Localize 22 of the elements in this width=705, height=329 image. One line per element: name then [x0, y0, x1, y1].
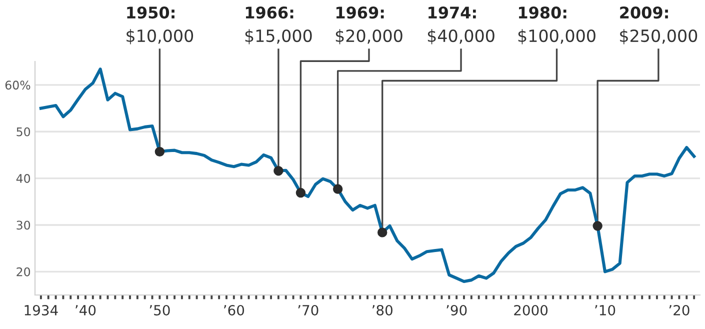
y-tick-label: 20 — [16, 267, 30, 276]
x-tick-label: ’20 — [669, 304, 690, 316]
x-tick-label: 2000 — [514, 304, 548, 316]
annotation: 1966: $15,000 — [245, 6, 312, 44]
x-tick-label: ’80 — [372, 304, 392, 316]
x-tick-label: 1934 — [24, 304, 58, 316]
y-tick-label: 30 — [16, 220, 30, 230]
annotation: 2009: $250,000 — [620, 6, 698, 44]
line-series — [39, 68, 696, 283]
x-tick-label: ’70 — [298, 304, 318, 316]
x-tick-label: ’10 — [595, 304, 616, 316]
annotation: 1969: $20,000 — [336, 6, 402, 44]
annotation: 1950: $10,000 — [126, 6, 194, 44]
annotation: 1974: $40,000 — [428, 6, 494, 44]
y-tick-label: 50 — [16, 127, 30, 136]
x-tick-label: ’50 — [150, 304, 170, 316]
x-tick-label: ’60 — [224, 304, 244, 316]
y-tick-label: 40 — [16, 174, 30, 183]
x-tick-label: ’40 — [76, 304, 96, 316]
x-tick-label: ’90 — [446, 304, 467, 316]
annotation: 1980: $100,000 — [518, 6, 596, 44]
y-tick-label: 60% — [5, 80, 30, 90]
